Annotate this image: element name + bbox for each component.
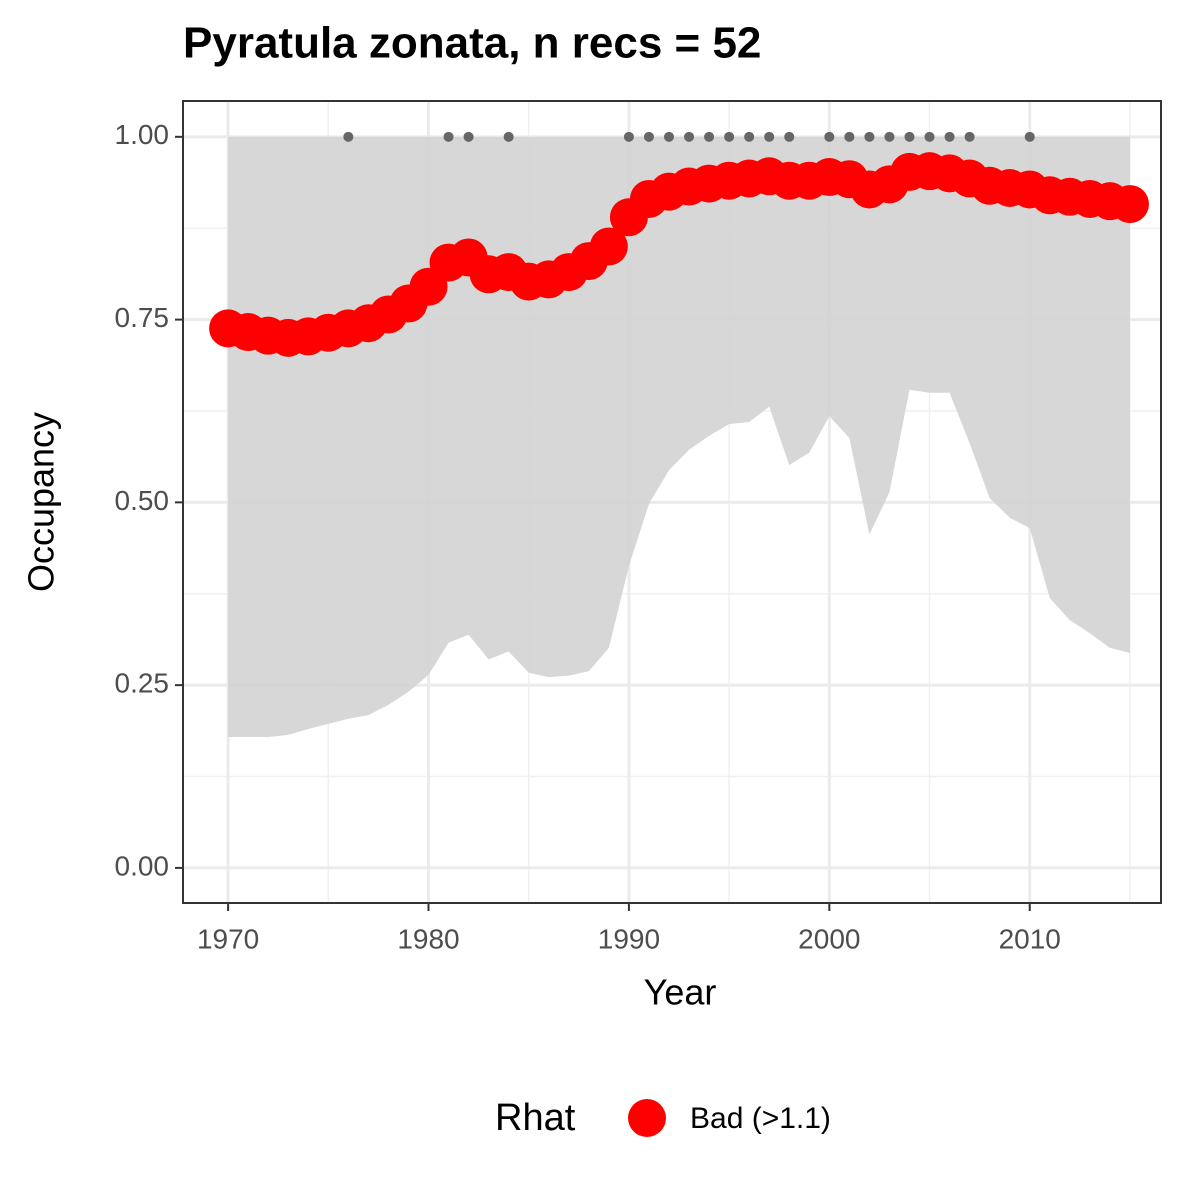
record-point <box>824 131 835 142</box>
record-point <box>924 131 935 142</box>
record-point <box>623 131 634 142</box>
x-tick-label: 2000 <box>798 923 860 954</box>
legend-title: Rhat <box>495 1097 576 1139</box>
record-point <box>784 131 795 142</box>
y-tick-label: 0.00 <box>115 850 170 881</box>
record-point <box>724 131 735 142</box>
record-point <box>684 131 695 142</box>
record-point <box>884 131 895 142</box>
y-tick-label: 1.00 <box>115 119 170 150</box>
record-point <box>643 131 654 142</box>
y-tick-label: 0.25 <box>115 668 170 699</box>
record-point <box>744 131 755 142</box>
record-point <box>944 131 955 142</box>
record-point <box>503 131 514 142</box>
x-tick-label: 1990 <box>598 923 660 954</box>
record-point <box>663 131 674 142</box>
record-point <box>343 131 354 142</box>
legend-label: Bad (>1.1) <box>690 1102 831 1135</box>
x-tick-label: 1970 <box>197 923 259 954</box>
record-point <box>704 131 715 142</box>
y-tick-label: 0.50 <box>115 485 170 516</box>
x-axis-title: Year <box>644 972 717 1013</box>
record-point <box>764 131 775 142</box>
point <box>589 227 628 266</box>
y-axis-title: Occupancy <box>21 412 62 592</box>
record-point <box>904 131 915 142</box>
record-point <box>463 131 474 142</box>
record-point <box>864 131 875 142</box>
credible-band <box>228 136 1130 738</box>
chart-title: Pyratula zonata, n recs = 52 <box>183 19 761 68</box>
x-tick-label: 1980 <box>397 923 459 954</box>
record-point <box>964 131 975 142</box>
legend-key <box>628 1099 666 1137</box>
record-point <box>1024 131 1035 142</box>
y-tick-label: 0.75 <box>115 302 170 333</box>
point <box>1110 185 1149 224</box>
x-tick-label: 2010 <box>999 923 1061 954</box>
record-point <box>844 131 855 142</box>
record-point <box>443 131 454 142</box>
